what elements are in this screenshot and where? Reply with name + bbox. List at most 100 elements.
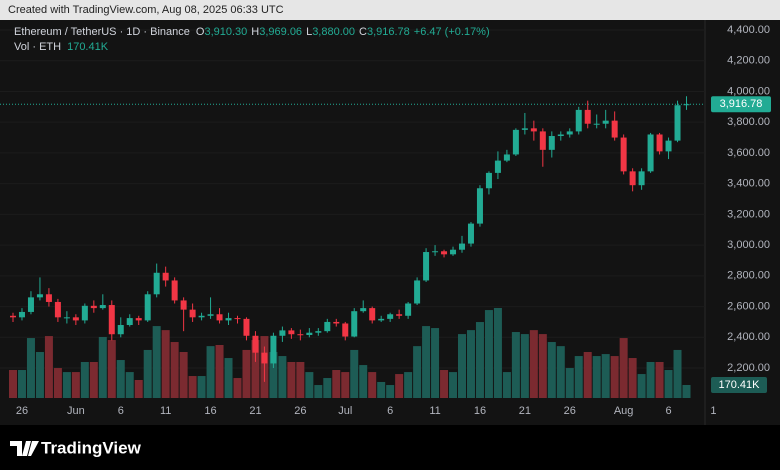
volume-bar (529, 330, 538, 398)
volume-bar (170, 342, 179, 398)
ohlc-key: L (306, 26, 313, 38)
symbol-title: Ethereum / TetherUS · 1D · Binance (14, 26, 190, 38)
y-tick-label: 3,400.00 (727, 178, 770, 190)
candle-body (647, 134, 654, 172)
volume-bar (242, 349, 251, 398)
ohlc-value: 3,910.30 (204, 26, 248, 38)
candle-body (656, 134, 663, 152)
candle-body (126, 318, 133, 326)
candle-body (476, 188, 483, 224)
volume-bar (179, 352, 188, 398)
candle-body (315, 331, 322, 333)
candle-body (63, 317, 70, 319)
volume-bar (134, 380, 143, 398)
volume-bar (9, 370, 17, 398)
y-tick-label: 2,800.00 (727, 270, 770, 282)
volume-bar (89, 362, 98, 398)
candle-body (503, 154, 510, 161)
volume-bar (655, 362, 664, 398)
x-tick-label: Jun (67, 405, 85, 417)
volume-bar (377, 381, 386, 398)
volume-bar (197, 376, 206, 398)
x-tick-label: 1 (710, 405, 716, 417)
x-tick-label: 26 (16, 405, 28, 417)
x-tick-label: 11 (429, 405, 440, 417)
candle-body (584, 109, 591, 124)
volume-bar (538, 334, 547, 398)
chart-background (0, 20, 780, 425)
ohlc-key: C (359, 26, 367, 38)
candle-body (467, 223, 474, 244)
volume-bar (188, 376, 197, 398)
y-tick-label: 3,000.00 (727, 239, 770, 251)
legend-line: Ethereum / TetherUS · 1D · Binance O3,910… (14, 25, 494, 40)
volume-bar (574, 356, 583, 398)
candle-body (18, 311, 25, 318)
volume-bar (592, 356, 601, 398)
volume-bar (359, 365, 368, 398)
volume-bar (26, 338, 35, 398)
y-tick-label: 2,600.00 (727, 300, 770, 312)
volume-bar (224, 358, 233, 398)
volume-badge (711, 377, 767, 394)
volume-bar (502, 372, 511, 398)
volume-bar (511, 332, 520, 398)
volume-bar (646, 362, 655, 398)
ohlc-value: 3,880.00 (312, 26, 356, 38)
candle-body (234, 318, 241, 320)
candle-body (575, 109, 582, 132)
candle-body (351, 311, 358, 337)
volume-bar (673, 349, 682, 398)
volume-bar (431, 328, 440, 398)
volume-bar (556, 346, 565, 398)
candle-body (557, 134, 564, 137)
volume-bar (143, 349, 152, 398)
x-tick-label: 11 (160, 405, 171, 417)
volume-bar (520, 334, 529, 398)
candle-body (548, 136, 555, 150)
candle-body (629, 171, 636, 186)
candle-body (638, 171, 645, 186)
candle-body (450, 249, 457, 255)
y-tick-label: 3,800.00 (727, 116, 770, 128)
candle-body (297, 334, 304, 336)
ohlc-value: 3,969.06 (259, 26, 303, 38)
candle-body (81, 305, 88, 321)
volume-bar (107, 340, 116, 398)
x-tick-label: 6 (118, 405, 124, 417)
candle-body (387, 314, 394, 319)
volume-bar (449, 372, 458, 398)
volume-bar (305, 372, 314, 398)
volume-bar (161, 330, 170, 398)
ohlc-value: 3,916.78 (366, 26, 410, 38)
volume-bar (296, 362, 305, 398)
candle-body (674, 105, 681, 141)
candle-body (414, 280, 421, 304)
y-tick-label: 4,200.00 (727, 55, 770, 67)
volume-bar (413, 346, 422, 398)
volume-title: Vol · ETH (14, 41, 62, 53)
candle-body (324, 321, 331, 332)
candle-body (108, 305, 115, 335)
volume-bar (547, 342, 556, 398)
candle-body (99, 305, 106, 309)
candle-body (288, 330, 295, 335)
volume-bar (80, 362, 89, 398)
x-tick-label: 21 (249, 405, 261, 417)
candle-body (252, 335, 259, 353)
x-tick-label: 6 (665, 405, 671, 417)
volume-bar (583, 352, 592, 398)
candle-body (485, 172, 492, 189)
candle-body (45, 294, 52, 302)
volume-bar (484, 310, 493, 398)
plot-area (0, 29, 705, 398)
ohlc-key: H (251, 26, 260, 38)
logo: TradingView (10, 438, 142, 457)
candle-body (441, 251, 448, 255)
volume-bar (215, 344, 224, 398)
volume-bar (386, 385, 395, 398)
y-tick-label: 3,200.00 (727, 208, 770, 220)
candle-body (261, 352, 268, 364)
volume-bar (269, 352, 278, 398)
